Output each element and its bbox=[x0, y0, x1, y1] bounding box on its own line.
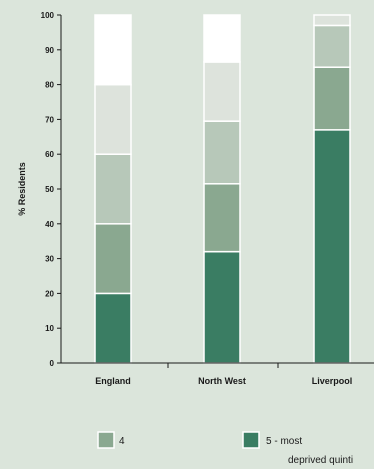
bar-segment-england-0 bbox=[94, 292, 132, 364]
legend-label-5-line1: 5 - most bbox=[266, 436, 302, 447]
bar-segment-liverpool-2 bbox=[313, 24, 351, 68]
y-tick-label: 20 bbox=[45, 289, 54, 298]
x-category-label: England bbox=[95, 376, 131, 386]
y-tick-label: 50 bbox=[45, 185, 54, 194]
bar-segment-liverpool-1 bbox=[313, 66, 351, 131]
legend-label-4: 4 bbox=[119, 436, 125, 447]
y-tick-label: 60 bbox=[45, 150, 54, 159]
y-tick-label: 0 bbox=[50, 359, 55, 368]
bar-segment-england-3 bbox=[94, 83, 132, 155]
y-tick-label: 70 bbox=[45, 115, 54, 124]
bar-segment-north-west-1 bbox=[203, 183, 241, 253]
bar-segment-england-1 bbox=[94, 223, 132, 295]
legend-label-5-line2: deprived quinti bbox=[288, 455, 353, 466]
y-axis-title: % Residents bbox=[17, 162, 27, 216]
legend: 4 5 - most deprived quinti bbox=[97, 431, 353, 466]
y-tick-label: 10 bbox=[45, 324, 54, 333]
axes-group: 0 10 20 30 40 50 60 70 80 90 100 England North West L… bbox=[41, 11, 374, 386]
y-tick-label: 30 bbox=[45, 255, 54, 264]
bar-segment-liverpool-0 bbox=[313, 129, 351, 364]
bar-segment-england-4 bbox=[94, 14, 132, 86]
bar-segment-england-2 bbox=[94, 153, 132, 225]
bar-segment-north-west-0 bbox=[203, 250, 241, 364]
y-tick-label: 40 bbox=[45, 220, 54, 229]
legend-swatch-5 bbox=[242, 431, 260, 449]
y-tick-label: 80 bbox=[45, 81, 54, 90]
bar-segment-north-west-3 bbox=[203, 61, 241, 122]
bar-segment-liverpool-3 bbox=[313, 14, 351, 27]
y-tick-label: 100 bbox=[41, 11, 55, 20]
y-tick-label: 90 bbox=[45, 46, 54, 55]
bars-group bbox=[94, 14, 351, 364]
x-category-label: Liverpool bbox=[312, 376, 353, 386]
x-category-label: North West bbox=[198, 376, 246, 386]
bar-segment-north-west-2 bbox=[203, 120, 241, 185]
legend-swatch-4 bbox=[97, 431, 115, 449]
bar-segment-north-west-4 bbox=[203, 14, 241, 63]
